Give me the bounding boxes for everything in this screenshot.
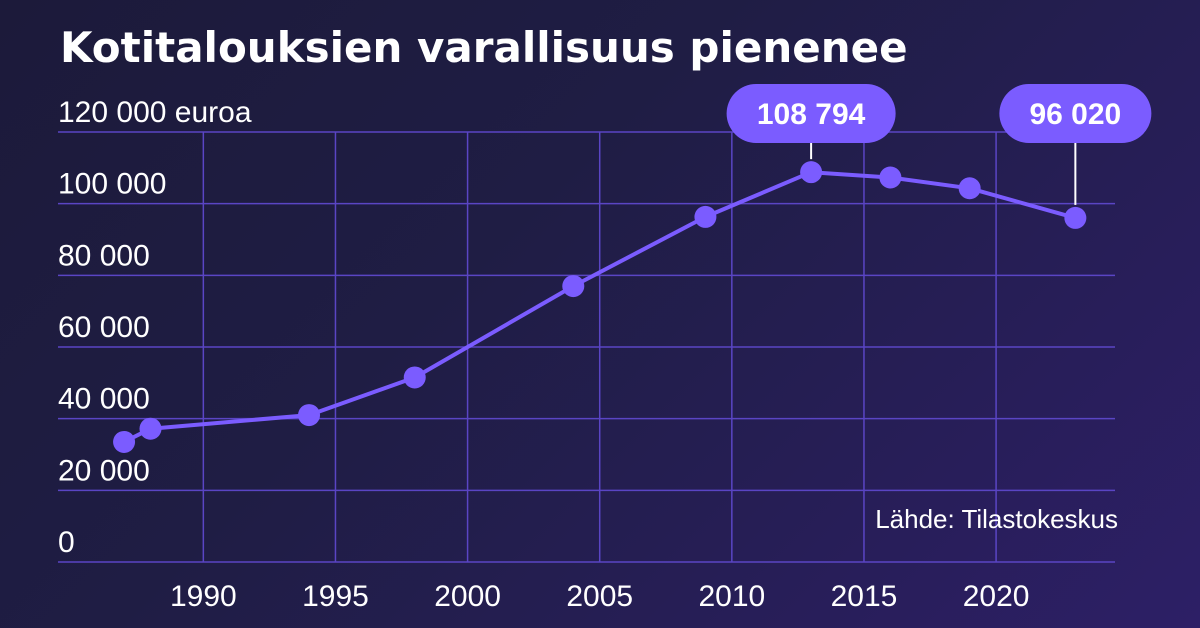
y-axis: 0 20 000 40 000 60 000 80 000 100 000 120 000 … — [58, 96, 252, 559]
callout-label: 108 794 — [757, 98, 866, 131]
callout-box — [999, 84, 1152, 143]
data-point — [800, 161, 823, 184]
x-tick-label: 2005 — [566, 580, 633, 613]
data-point — [139, 417, 162, 440]
x-tick-label: 2010 — [698, 580, 765, 613]
x-tick-label: 1995 — [302, 580, 369, 613]
callout-box — [726, 84, 896, 143]
callout-label: 96 020 — [1029, 98, 1121, 131]
y-tick-label: 60 000 — [58, 311, 150, 344]
data-point — [298, 404, 321, 427]
data-point — [879, 166, 902, 189]
x-tick-label: 2015 — [831, 580, 898, 613]
y-tick-label: 40 000 — [58, 383, 150, 416]
series-line — [123, 170, 1076, 444]
data-point — [113, 430, 136, 453]
data-point — [694, 205, 717, 228]
data-point — [958, 177, 981, 200]
x-axis: 1990 1995 2000 2005 2010 2015 2020 — [170, 580, 1030, 613]
y-tick-label: 100 000 — [58, 168, 166, 201]
x-tick-label: 2000 — [434, 580, 501, 613]
data-point — [1064, 206, 1087, 229]
series — [113, 161, 1087, 453]
data-point — [403, 366, 426, 389]
chart-title: Kotitalouksien varallisuus pienenee — [60, 23, 908, 72]
data-point — [562, 275, 585, 298]
y-tick-label: 0 — [58, 526, 75, 559]
grid — [58, 131, 1115, 563]
x-tick-label: 2020 — [963, 580, 1030, 613]
y-tick-label: 120 000 euroa — [58, 96, 252, 129]
y-tick-label: 80 000 — [58, 239, 150, 272]
callouts: 108 794 96 020 — [726, 84, 1152, 205]
source-note: Lähde: Tilastokeskus — [875, 504, 1118, 534]
x-tick-label: 1990 — [170, 580, 237, 613]
y-tick-label: 20 000 — [58, 454, 150, 487]
